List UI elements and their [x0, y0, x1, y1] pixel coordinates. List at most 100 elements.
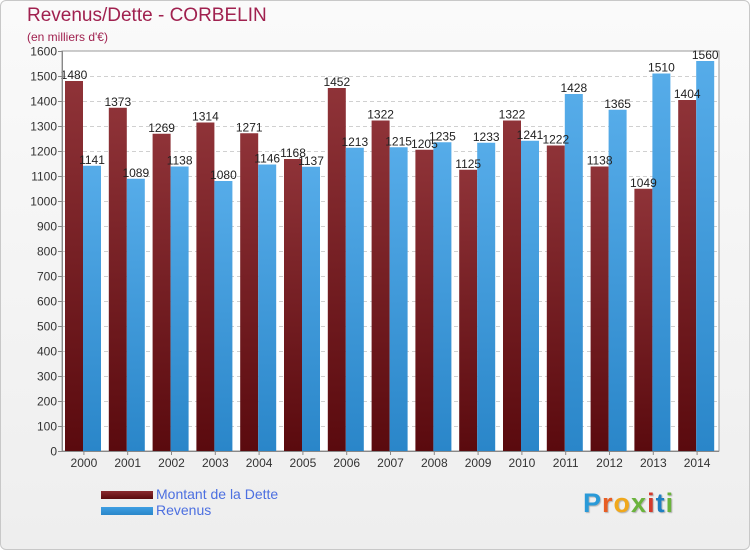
data-label: 1205	[411, 137, 438, 151]
data-label: 1314	[192, 110, 219, 124]
data-label: 1365	[604, 97, 631, 111]
x-tick-label: 2001	[114, 456, 141, 470]
bar-debt	[240, 133, 259, 451]
y-tick-label: 900	[37, 220, 57, 234]
logo-letter: x	[631, 488, 648, 518]
data-label: 1452	[323, 75, 350, 89]
legend-label-debt: Montant de la Dette	[156, 486, 279, 502]
data-label: 1480	[61, 68, 88, 82]
y-tick-label: 1300	[30, 120, 57, 134]
bar-debt	[327, 88, 346, 451]
legend-swatch-revenue	[101, 507, 153, 515]
bar-revenue	[696, 61, 715, 451]
y-tick-label: 200	[37, 395, 57, 409]
bar-revenue	[652, 73, 671, 451]
data-label: 1269	[148, 121, 175, 135]
x-tick-label: 2007	[377, 456, 404, 470]
bar-revenue	[345, 147, 364, 451]
data-label: 1271	[236, 120, 263, 134]
bar-revenue	[83, 165, 101, 451]
data-label: 1168	[280, 146, 306, 160]
y-tick-label: 0	[50, 445, 57, 459]
bar-debt	[152, 133, 171, 451]
x-tick-label: 2004	[246, 456, 273, 470]
bar-revenue	[214, 181, 233, 451]
data-label: 1215	[385, 134, 412, 148]
bar-debt	[678, 100, 697, 451]
bar-revenue	[564, 94, 583, 451]
data-label: 1560	[692, 48, 719, 62]
bar-debt	[546, 145, 565, 451]
data-label: 1137	[298, 154, 324, 168]
bar-debt	[634, 188, 653, 451]
y-tick-label: 1100	[31, 170, 57, 184]
logo-letter: i	[665, 488, 675, 518]
bar-debt	[196, 122, 215, 451]
data-label: 1138	[167, 154, 193, 168]
data-label: 1146	[254, 152, 280, 166]
y-tick-label: 1200	[30, 145, 57, 159]
y-tick-label: 100	[37, 420, 57, 434]
y-tick-label: 400	[37, 345, 57, 359]
data-label: 1373	[104, 95, 131, 109]
x-tick-label: 2011	[553, 456, 579, 470]
data-label: 1138	[587, 154, 613, 168]
data-label: 1510	[648, 61, 675, 75]
data-label: 1141	[79, 153, 105, 167]
bar-revenue	[170, 166, 189, 451]
x-tick-label: 2005	[290, 456, 317, 470]
bar-debt	[371, 120, 390, 451]
bar-debt	[459, 169, 478, 451]
logo-letter: t	[655, 488, 666, 518]
y-tick-label: 1500	[30, 70, 57, 84]
x-tick-label: 2013	[640, 456, 667, 470]
x-tick-label: 2002	[158, 456, 185, 470]
x-tick-label: 2014	[684, 456, 711, 470]
bar-revenue	[389, 147, 408, 451]
legend-swatch-debt	[101, 491, 153, 499]
y-tick-label: 1000	[30, 195, 57, 209]
proxiti-logo: Proxiti	[583, 488, 674, 519]
bar-debt	[590, 166, 609, 451]
x-tick-label: 2008	[421, 456, 448, 470]
data-label: 1233	[473, 130, 500, 144]
bar-debt	[65, 81, 83, 451]
data-label: 1049	[630, 176, 657, 190]
data-label: 1125	[455, 157, 481, 171]
bar-debt	[503, 120, 521, 451]
legend-label-revenue: Revenus	[156, 502, 212, 518]
y-tick-label: 600	[37, 295, 57, 309]
y-tick-label: 500	[37, 320, 57, 334]
x-tick-label: 2000	[71, 456, 98, 470]
x-tick-label: 2012	[596, 456, 623, 470]
bar-revenue	[258, 164, 277, 451]
logo-letter: P	[583, 488, 603, 518]
data-label: 1428	[560, 81, 587, 95]
data-label: 1080	[210, 168, 237, 182]
y-tick-label: 800	[37, 245, 57, 259]
bar-debt	[108, 107, 127, 451]
y-tick-label: 1400	[30, 95, 57, 109]
chart-title: Revenus/Dette - CORBELIN	[27, 5, 267, 26]
y-tick-label: 300	[37, 370, 57, 384]
x-tick-label: 2006	[333, 456, 360, 470]
bar-revenue	[302, 166, 320, 451]
bar-revenue	[477, 142, 496, 451]
data-label: 1235	[429, 129, 456, 143]
y-tick-label: 1600	[30, 45, 57, 59]
logo-letter: r	[602, 488, 614, 518]
bar-revenue	[521, 140, 539, 451]
data-label: 1322	[367, 108, 394, 122]
x-tick-label: 2003	[202, 456, 229, 470]
bar-revenue	[608, 109, 627, 451]
bar-revenue	[126, 178, 145, 451]
logo-letter: o	[613, 488, 632, 518]
logo-letter: i	[647, 488, 656, 518]
data-label: 1241	[517, 128, 544, 142]
bar-debt	[284, 159, 302, 451]
y-tick-label: 700	[37, 270, 57, 284]
data-label: 1213	[341, 135, 368, 149]
chart-subtitle: (en milliers d'€)	[27, 30, 108, 44]
